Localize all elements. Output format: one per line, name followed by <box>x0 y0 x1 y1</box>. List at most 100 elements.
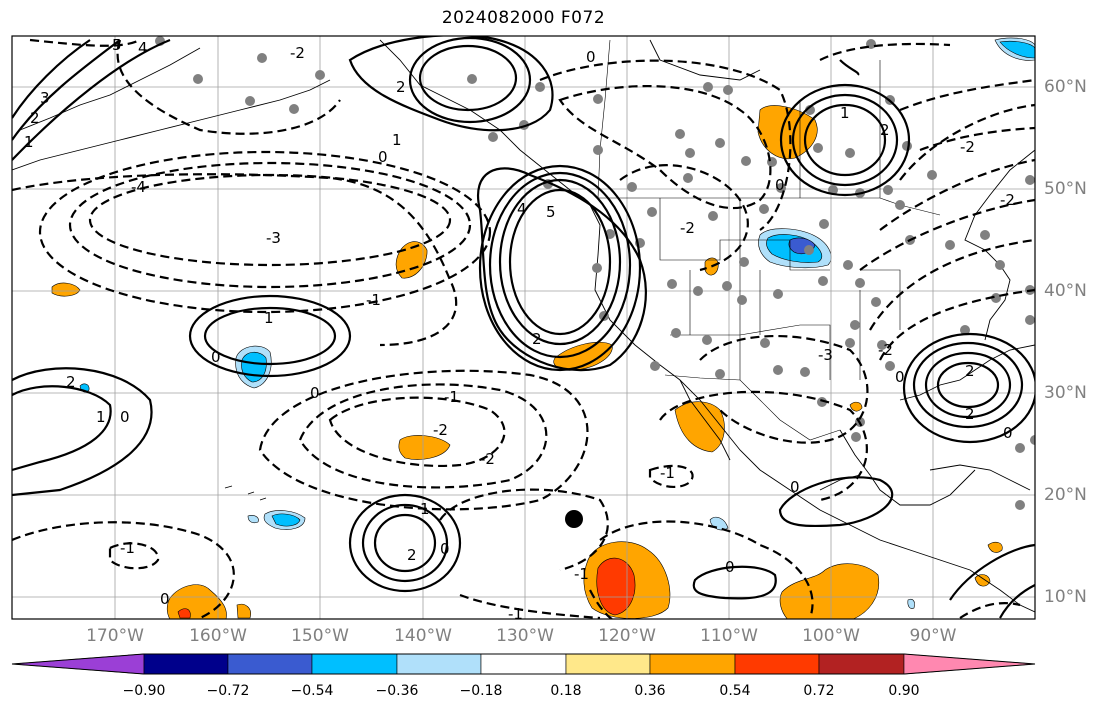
shade-orange-area <box>398 435 451 460</box>
contours-solid <box>12 36 1035 619</box>
contour-label: 2 <box>66 373 76 391</box>
contour-label: -1 <box>574 565 589 583</box>
contour-label: 2 <box>965 362 975 380</box>
colorbar-tick-label: −0.72 <box>206 683 250 699</box>
contour-label: -3 <box>818 346 833 364</box>
colorbar-outline <box>11 653 1036 675</box>
colorbar-tick-label: −0.36 <box>375 683 419 699</box>
contour-label: -2 <box>960 138 975 156</box>
contour-label: 5 <box>112 36 122 54</box>
contour-label: 0 <box>211 348 221 366</box>
lat-label: 40°N <box>1044 281 1087 301</box>
contour-label: -2 <box>433 421 448 439</box>
contour-label: 1 <box>420 500 430 518</box>
colorbar-tick-label: 0.90 <box>888 683 920 699</box>
contour-label: 0 <box>725 558 735 576</box>
contour-label: 2 <box>880 121 890 139</box>
shade-blue-area <box>999 40 1035 59</box>
contour-label: -2 <box>878 341 893 359</box>
contour-label: 0 <box>1003 424 1013 442</box>
contour-label: 0 <box>310 384 320 402</box>
storm-center-marker <box>565 510 583 528</box>
colorbar-segment <box>227 653 313 675</box>
shade-lightblue-area <box>907 598 915 609</box>
shade-blue-area <box>271 513 301 527</box>
contour-label: -1 <box>366 291 381 309</box>
shade-orange-area <box>974 574 991 587</box>
shade-orange-area <box>987 541 1003 553</box>
contour-label: -2 <box>1000 191 1015 209</box>
contour-label: 0 <box>120 408 130 426</box>
contour-label: 2 <box>30 109 40 127</box>
contour-label: 2 <box>407 546 417 564</box>
contour-label: 0 <box>440 540 450 558</box>
contour-label: 5 <box>546 203 556 221</box>
colorbar-tick-label: −0.54 <box>290 683 334 699</box>
contour-label: 1 <box>392 131 402 149</box>
contour-label: 0 <box>586 48 596 66</box>
map-frame <box>11 35 1036 620</box>
lon-label: 140°W <box>394 626 452 646</box>
contour-label: -2 <box>680 219 695 237</box>
contour-label: -2 <box>290 44 305 62</box>
contour-label: 2 <box>965 405 975 423</box>
contour-label: 1 <box>840 104 850 122</box>
contour-label: 2 <box>532 330 542 348</box>
shade-orange-area <box>51 282 81 297</box>
lon-label: 160°W <box>189 626 247 646</box>
shade-lightblue-area <box>247 515 259 524</box>
lon-label: 110°W <box>700 626 758 646</box>
colorbar-segment <box>903 653 1036 675</box>
lon-label: 90°W <box>909 626 957 646</box>
contour-labels: 4 5 2 1 0 -3 -4 -1 1 0 0 -1 -2 -2 2 1 0 … <box>24 36 1015 623</box>
colorbar <box>11 653 1036 675</box>
contour-label: 1 <box>24 133 34 151</box>
contour-label: 1 <box>96 408 106 426</box>
contour-label: 0 <box>790 478 800 496</box>
lat-label: 30°N <box>1044 383 1087 403</box>
contour-label: 0 <box>160 590 170 608</box>
contour-label: 4 <box>138 39 148 57</box>
lat-label: 50°N <box>1044 179 1087 199</box>
contour-label: -3 <box>266 229 281 247</box>
contours-dashed <box>12 38 1035 619</box>
colorbar-tick-label: −0.90 <box>122 683 166 699</box>
colorbar-segment <box>818 653 905 675</box>
contour-label: 3 <box>40 89 50 107</box>
shade-orange-area <box>779 563 880 619</box>
colorbar-segment <box>143 653 229 675</box>
colorbar-segment <box>734 653 820 675</box>
contour-label: 2 <box>396 78 406 96</box>
contour-label: 0 <box>895 368 905 386</box>
lon-label: 120°W <box>598 626 656 646</box>
contour-label: 4 <box>517 200 527 218</box>
lat-label: 20°N <box>1044 485 1087 505</box>
shade-orange-area <box>849 401 863 412</box>
colorbar-segment <box>311 653 398 675</box>
lon-label: 130°W <box>496 626 554 646</box>
map-title: 2024082000 F072 <box>441 8 606 28</box>
lon-label: 150°W <box>291 626 349 646</box>
shade-orange-area <box>757 105 818 160</box>
contour-label: -2 <box>480 450 495 468</box>
shade-red-area <box>177 608 191 619</box>
contour-label: -4 <box>131 178 146 196</box>
colorbar-segment <box>565 653 651 675</box>
shade-orange-area <box>674 401 725 453</box>
contour-label: -1 <box>508 605 523 623</box>
contour-label: 0 <box>775 176 785 194</box>
contour-label: 0 <box>378 148 388 166</box>
colorbar-segment <box>649 653 736 675</box>
lat-label: 60°N <box>1044 77 1087 97</box>
lat-label: 10°N <box>1044 587 1087 607</box>
colorbar-tick-label: −0.18 <box>459 683 503 699</box>
colorbar-tick-label: 0.36 <box>634 683 666 699</box>
colorbar-segment <box>480 653 567 675</box>
contour-label: -1 <box>444 388 459 406</box>
colorbar-tick-label: 0.54 <box>719 683 751 699</box>
lon-label: 170°W <box>86 626 144 646</box>
contour-label: 1 <box>264 309 274 327</box>
lon-label: 100°W <box>802 626 860 646</box>
colorbar-segment <box>396 653 482 675</box>
